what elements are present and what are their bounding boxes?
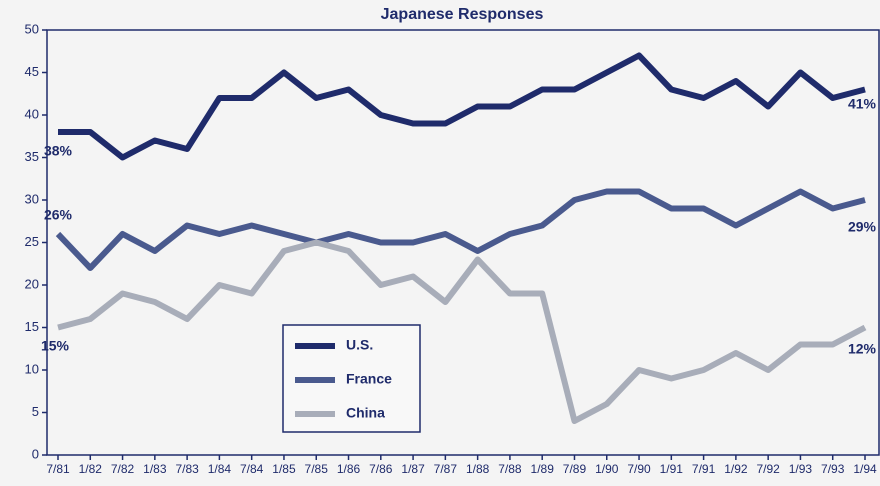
annotation: 29% [848, 219, 877, 235]
y-tick-label: 15 [25, 319, 39, 334]
x-tick-label: 1/84 [208, 462, 232, 476]
x-tick-label: 1/85 [272, 462, 296, 476]
x-tick-label: 1/93 [789, 462, 813, 476]
x-tick-label: 7/89 [563, 462, 587, 476]
x-tick-label: 7/85 [305, 462, 329, 476]
y-tick-label: 30 [25, 191, 39, 206]
x-tick-label: 7/81 [46, 462, 70, 476]
x-tick-label: 7/82 [111, 462, 135, 476]
annotation: 26% [44, 207, 73, 223]
annotation: 12% [848, 341, 877, 357]
series-line [55, 188, 866, 271]
x-tick-label: 1/91 [660, 462, 684, 476]
x-tick-label: 7/91 [692, 462, 716, 476]
legend: U.S. France China [282, 324, 421, 433]
x-tick-label: 7/86 [369, 462, 393, 476]
x-tick-label: 7/87 [434, 462, 458, 476]
x-tick-label: 1/94 [853, 462, 877, 476]
y-tick-label: 5 [32, 404, 39, 419]
annotation: 38% [44, 143, 73, 159]
x-tick-label: 1/86 [337, 462, 361, 476]
annotation: 41% [848, 96, 877, 112]
x-tick-label: 7/92 [756, 462, 780, 476]
x-tick-label: 7/88 [498, 462, 522, 476]
y-tick-label: 45 [25, 64, 39, 79]
x-tick-label: 1/82 [79, 462, 103, 476]
y-tick-label: 40 [25, 106, 39, 121]
x-tick-label: 7/83 [175, 462, 199, 476]
chart-title: Japanese Responses [381, 6, 544, 23]
legend-label: France [346, 371, 392, 387]
y-tick-label: 10 [25, 361, 39, 376]
y-tick-label: 20 [25, 276, 39, 291]
x-tick-label: 7/84 [240, 462, 264, 476]
x-tick-label: 1/90 [595, 462, 619, 476]
x-tick-label: 1/92 [724, 462, 748, 476]
y-tick-label: 35 [25, 149, 39, 164]
annotation: 15% [41, 338, 70, 354]
y-tick-label: 50 [25, 21, 39, 36]
legend-label: China [346, 405, 385, 421]
x-tick-label: 1/83 [143, 462, 167, 476]
y-tick-label: 25 [25, 234, 39, 249]
x-tick-label: 1/89 [531, 462, 555, 476]
x-tick-label: 1/87 [401, 462, 425, 476]
series-line [57, 239, 867, 424]
x-tick-label: 7/90 [627, 462, 651, 476]
x-tick-label: 7/93 [821, 462, 845, 476]
legend-label: U.S. [346, 337, 373, 353]
x-tick-label: 1/88 [466, 462, 490, 476]
y-tick-label: 0 [32, 446, 39, 461]
series-line [58, 52, 866, 161]
